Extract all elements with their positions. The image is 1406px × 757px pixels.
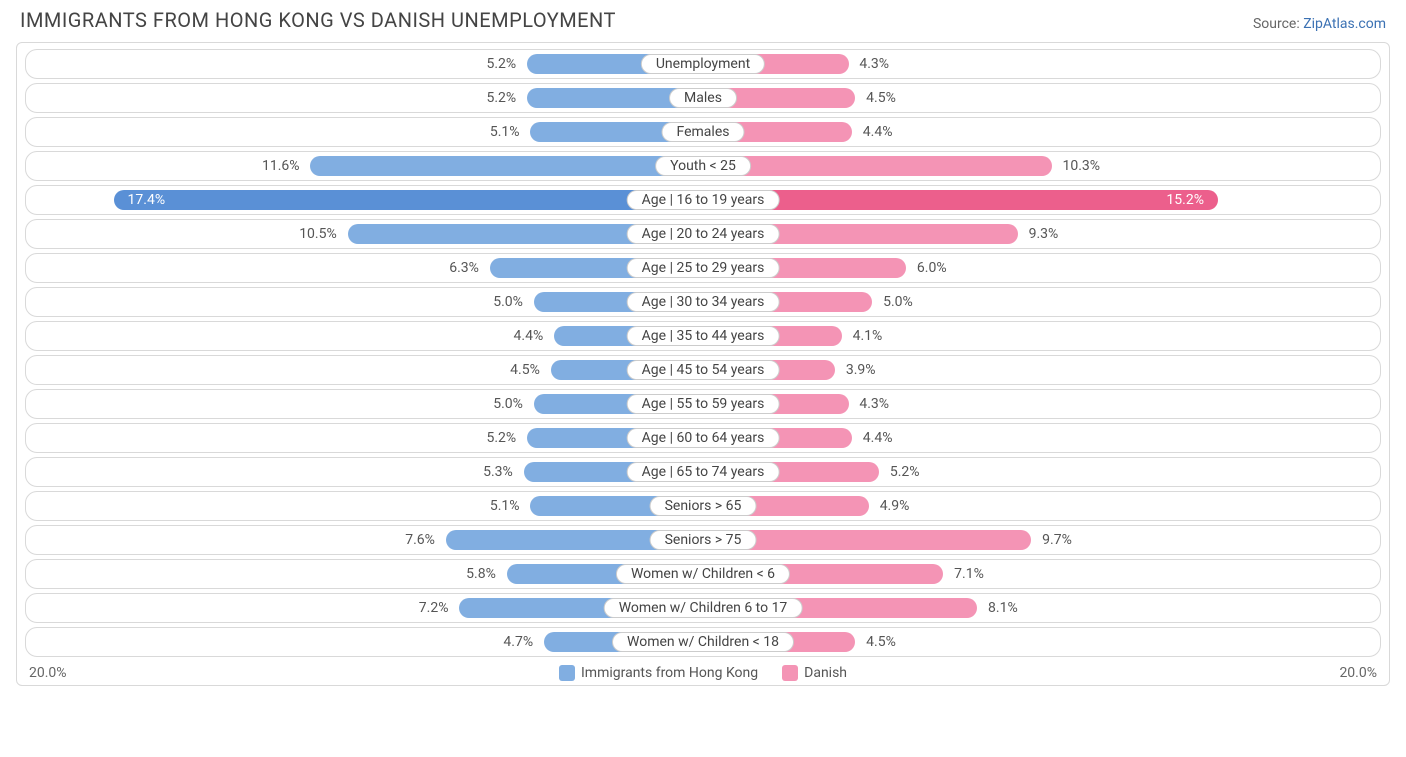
category-label: Age | 25 to 29 years: [627, 258, 780, 278]
chart-legend: Immigrants from Hong Kong Danish: [559, 665, 847, 681]
category-label: Women w/ Children < 18: [612, 632, 794, 652]
chart-row: 5.8% 7.1% Women w/ Children < 6: [25, 559, 1381, 589]
source-label: Source:: [1253, 16, 1300, 32]
value-left: 17.4%: [128, 192, 166, 208]
category-label: Males: [669, 88, 737, 108]
chart-row: 4.5% 3.9% Age | 45 to 54 years: [25, 355, 1381, 385]
chart-row: 5.1% 4.9% Seniors > 65: [25, 491, 1381, 521]
value-right: 4.5%: [866, 90, 896, 106]
chart-row: 7.6% 9.7% Seniors > 75: [25, 525, 1381, 555]
value-right: 4.3%: [859, 396, 889, 412]
category-label: Youth < 25: [655, 156, 751, 176]
category-label: Seniors > 75: [650, 530, 757, 550]
value-right: 8.1%: [988, 600, 1018, 616]
value-right: 7.1%: [954, 566, 984, 582]
value-right: 4.4%: [863, 430, 893, 446]
value-left: 5.1%: [490, 124, 520, 140]
value-left: 7.6%: [405, 532, 435, 548]
category-label: Age | 16 to 19 years: [627, 190, 780, 210]
value-left: 11.6%: [262, 158, 300, 174]
value-right: 4.3%: [859, 56, 889, 72]
legend-item-left: Immigrants from Hong Kong: [559, 665, 758, 681]
chart-row: 5.3% 5.2% Age | 65 to 74 years: [25, 457, 1381, 487]
chart-row: 5.0% 5.0% Age | 30 to 34 years: [25, 287, 1381, 317]
legend-label-left: Immigrants from Hong Kong: [581, 665, 758, 681]
axis-left-max: 20.0%: [29, 665, 67, 681]
chart-rows: 5.2% 4.3% Unemployment 5.2% 4.5% Males 5.1% 4.4…: [25, 49, 1381, 657]
value-left: 5.3%: [483, 464, 513, 480]
value-right: 5.0%: [883, 294, 913, 310]
chart-row: 6.3% 6.0% Age | 25 to 29 years: [25, 253, 1381, 283]
bar-right: [703, 190, 1218, 210]
value-left: 7.2%: [419, 600, 449, 616]
value-left: 6.3%: [449, 260, 479, 276]
value-right: 9.7%: [1042, 532, 1072, 548]
value-left: 4.7%: [503, 634, 533, 650]
legend-swatch-left: [559, 665, 575, 681]
category-label: Age | 65 to 74 years: [627, 462, 780, 482]
category-label: Females: [662, 122, 745, 142]
value-right: 10.3%: [1062, 158, 1100, 174]
value-left: 5.2%: [486, 56, 516, 72]
bar-left: [114, 190, 703, 210]
chart-row: 5.1% 4.4% Females: [25, 117, 1381, 147]
value-right: 5.2%: [890, 464, 920, 480]
chart-row: 5.2% 4.3% Unemployment: [25, 49, 1381, 79]
chart-row: 5.2% 4.5% Males: [25, 83, 1381, 113]
category-label: Age | 35 to 44 years: [627, 326, 780, 346]
chart-source: Source: ZipAtlas.com: [1253, 16, 1386, 32]
category-label: Unemployment: [641, 54, 765, 74]
value-left: 5.2%: [486, 430, 516, 446]
category-label: Seniors > 65: [650, 496, 757, 516]
value-left: 10.5%: [299, 226, 337, 242]
value-right: 6.0%: [917, 260, 947, 276]
value-right: 15.2%: [1166, 192, 1204, 208]
chart-row: 5.2% 4.4% Age | 60 to 64 years: [25, 423, 1381, 453]
chart-row: 10.5% 9.3% Age | 20 to 24 years: [25, 219, 1381, 249]
value-right: 4.5%: [866, 634, 896, 650]
category-label: Women w/ Children 6 to 17: [604, 598, 803, 618]
value-left: 4.4%: [514, 328, 544, 344]
category-label: Women w/ Children < 6: [616, 564, 790, 584]
value-left: 5.0%: [493, 294, 523, 310]
chart-footer: 20.0% Immigrants from Hong Kong Danish 2…: [25, 661, 1381, 681]
category-label: Age | 45 to 54 years: [627, 360, 780, 380]
chart-area: 5.2% 4.3% Unemployment 5.2% 4.5% Males 5.1% 4.4…: [16, 42, 1390, 686]
chart-row: 7.2% 8.1% Women w/ Children 6 to 17: [25, 593, 1381, 623]
value-right: 4.4%: [863, 124, 893, 140]
value-right: 3.9%: [846, 362, 876, 378]
chart-row: 4.4% 4.1% Age | 35 to 44 years: [25, 321, 1381, 351]
chart-row: 4.7% 4.5% Women w/ Children < 18: [25, 627, 1381, 657]
value-left: 5.1%: [490, 498, 520, 514]
category-label: Age | 60 to 64 years: [627, 428, 780, 448]
chart-title: IMMIGRANTS FROM HONG KONG VS DANISH UNEM…: [20, 8, 616, 32]
chart-row: 17.4% 15.2% Age | 16 to 19 years: [25, 185, 1381, 215]
chart-row: 5.0% 4.3% Age | 55 to 59 years: [25, 389, 1381, 419]
axis-right-max: 20.0%: [1339, 665, 1377, 681]
value-right: 4.9%: [880, 498, 910, 514]
chart-header: IMMIGRANTS FROM HONG KONG VS DANISH UNEM…: [0, 0, 1406, 36]
value-left: 5.0%: [493, 396, 523, 412]
value-right: 9.3%: [1029, 226, 1059, 242]
bar-left: [310, 156, 703, 176]
category-label: Age | 20 to 24 years: [627, 224, 780, 244]
legend-item-right: Danish: [782, 665, 847, 681]
category-label: Age | 55 to 59 years: [627, 394, 780, 414]
chart-row: 11.6% 10.3% Youth < 25: [25, 151, 1381, 181]
category-label: Age | 30 to 34 years: [627, 292, 780, 312]
value-left: 4.5%: [510, 362, 540, 378]
value-left: 5.8%: [466, 566, 496, 582]
value-left: 5.2%: [486, 90, 516, 106]
bar-right: [703, 156, 1052, 176]
legend-label-right: Danish: [804, 665, 847, 681]
legend-swatch-right: [782, 665, 798, 681]
source-link[interactable]: ZipAtlas.com: [1303, 16, 1386, 32]
value-right: 4.1%: [853, 328, 883, 344]
